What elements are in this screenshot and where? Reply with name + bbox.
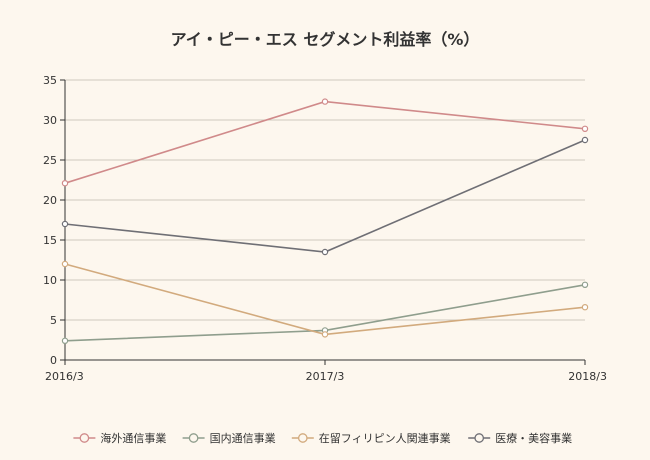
legend[interactable]: 海外通信事業 国内通信事業 在留フィリピン人関連事業 医療・美容事業 [73, 431, 572, 445]
data-point [321, 98, 329, 105]
data-point [61, 337, 69, 344]
legend-item[interactable]: 海外通信事業 [73, 431, 166, 445]
y-tick-label: 30 [43, 114, 57, 127]
series-3 [61, 260, 589, 338]
series-2 [61, 281, 589, 344]
y-tick-label: 25 [43, 154, 57, 167]
y-tick-label: 35 [43, 74, 57, 87]
legend-marker-icon [297, 433, 308, 443]
series-group [61, 98, 589, 344]
legend-label: 在留フィリピン人関連事業 [319, 431, 451, 445]
legend-label: 医療・美容事業 [495, 431, 572, 445]
data-point [581, 281, 589, 288]
data-point [581, 125, 589, 133]
legend-marker-icon [79, 433, 90, 443]
x-tick-label: 2017/3 [306, 370, 345, 383]
x-tick-label: 2016/3 [45, 370, 84, 383]
data-point [581, 136, 589, 144]
legend-marker-icon [188, 433, 199, 443]
data-point [581, 304, 589, 311]
series-4 [61, 136, 589, 256]
data-point [321, 331, 329, 338]
axes: 0 5 10 15 20 25 30 35 2016/3 2017/3 2018/3 [43, 74, 607, 383]
data-point [61, 260, 69, 268]
data-point [61, 220, 69, 228]
y-tick-label: 10 [43, 274, 57, 287]
y-tick-label: 20 [43, 194, 57, 207]
x-tick-label: 2018/3 [568, 370, 607, 383]
legend-label: 海外通信事業 [100, 431, 166, 445]
grid [65, 79, 585, 321]
legend-marker-icon [474, 433, 485, 443]
legend-item[interactable]: 国内通信事業 [182, 431, 276, 445]
y-tick-label: 5 [50, 314, 57, 327]
legend-item[interactable]: 在留フィリピン人関連事業 [291, 431, 451, 445]
chart-title: アイ・ピー・エス セグメント利益率（%） [171, 30, 480, 49]
y-tick-label: 0 [50, 354, 57, 367]
y-tick-label: 15 [43, 234, 57, 247]
legend-label: 国内通信事業 [210, 431, 276, 445]
legend-item[interactable]: 医療・美容事業 [468, 431, 572, 445]
data-point [321, 248, 329, 256]
series-line [64, 139, 586, 253]
data-point [61, 179, 69, 187]
series-1 [61, 98, 589, 187]
series-line [64, 100, 586, 184]
